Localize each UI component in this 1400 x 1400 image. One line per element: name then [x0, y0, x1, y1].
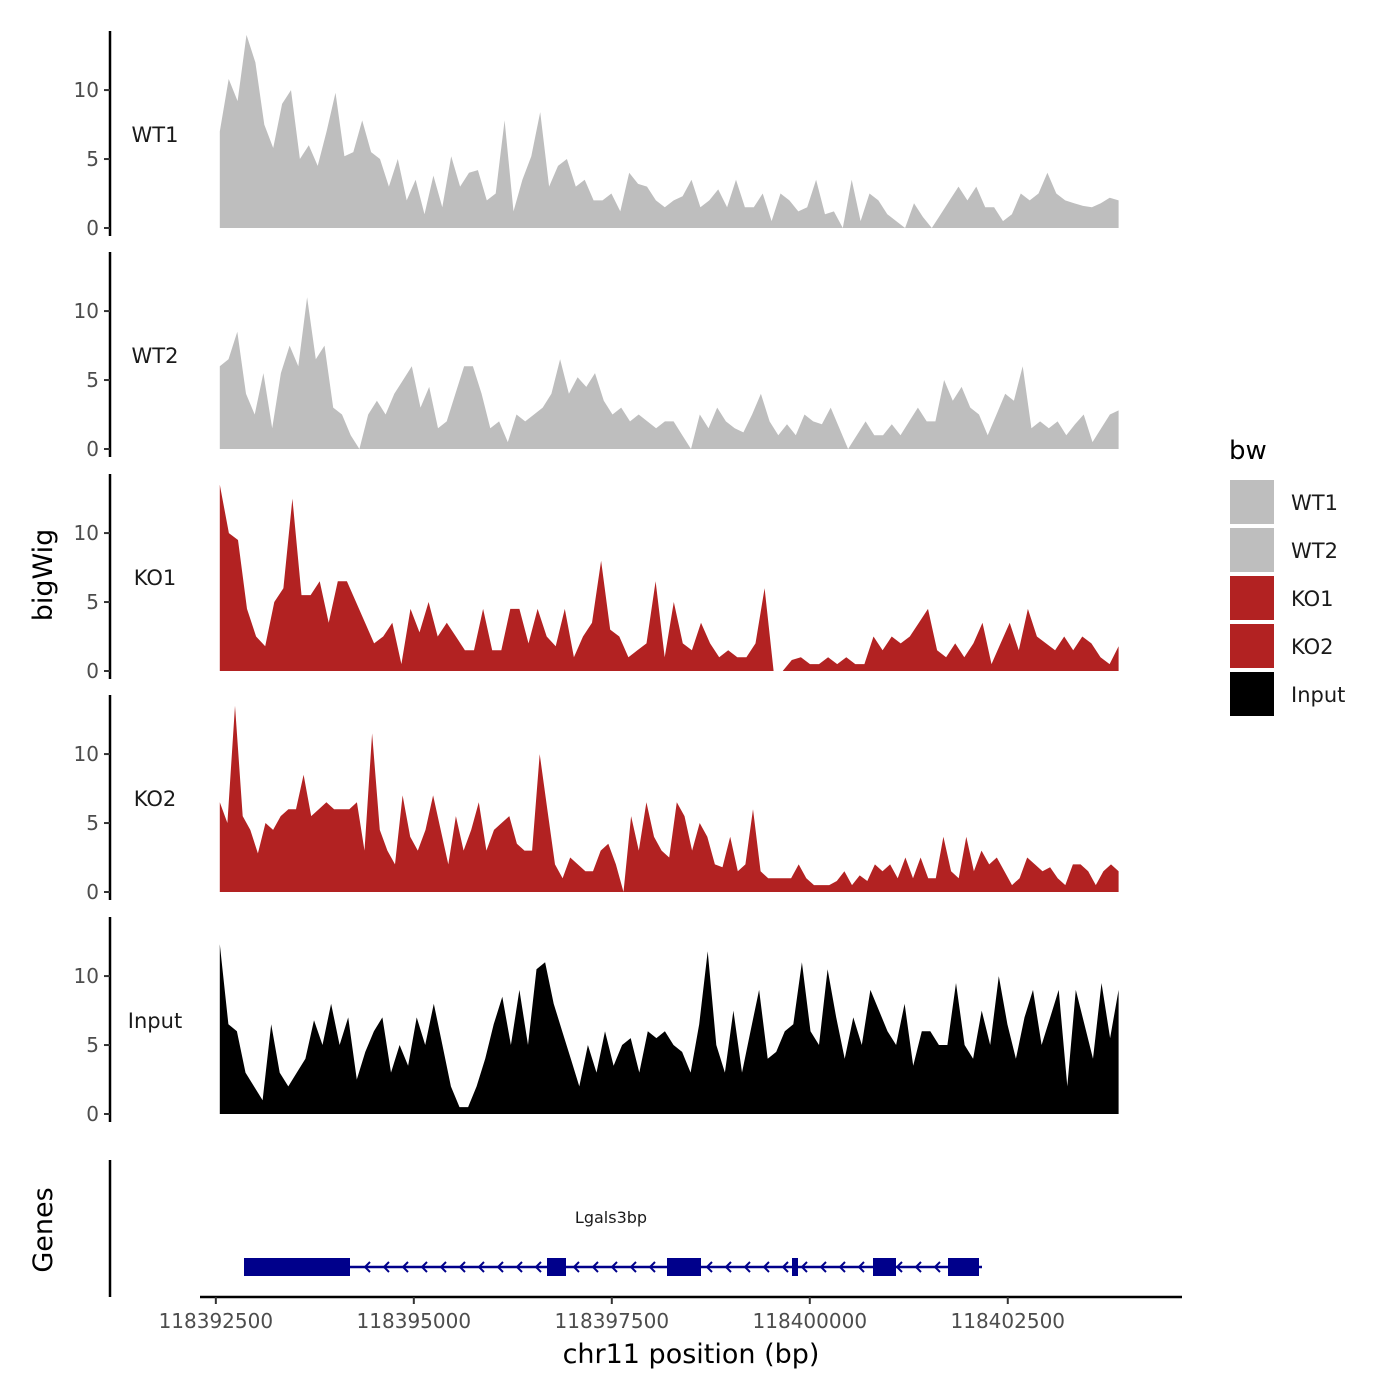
strand-arrow: [914, 1261, 922, 1273]
x-tick-label: 118395000: [357, 1309, 472, 1333]
strand-arrow: [363, 1261, 371, 1273]
x-axis-ticks: 118392500 118395000 118397500 118400000 1184…: [159, 1297, 1065, 1333]
genes-panel-title: Genes: [28, 1187, 59, 1272]
track-ko1: 0 5 10 KO1: [74, 474, 1119, 683]
coverage-area-wt1: [219, 34, 1119, 229]
coverage-area-wt2: [219, 297, 1119, 449]
y-tick-label: 5: [86, 368, 99, 392]
y-tick-label: 0: [86, 216, 99, 240]
x-tick-label: 118402500: [951, 1309, 1066, 1333]
track-label: Input: [128, 1009, 182, 1033]
strand-arrow: [420, 1261, 428, 1273]
strand-arrow: [382, 1261, 390, 1273]
y-tick-label: 10: [74, 964, 99, 988]
strand-arrow: [933, 1261, 941, 1273]
strand-arrow: [610, 1261, 618, 1273]
strand-arrow: [705, 1261, 713, 1273]
legend-swatch: [1230, 576, 1274, 620]
y-tick-label: 0: [86, 1102, 99, 1126]
gene-models: Lgals3bp: [244, 1208, 982, 1276]
track-label: KO2: [134, 787, 177, 811]
legend-label: Input: [1291, 683, 1345, 707]
legend-item-wt2: WT2: [1230, 528, 1338, 572]
y-tick-label: 10: [74, 742, 99, 766]
strand-arrow: [534, 1261, 542, 1273]
x-tick-label: 118400000: [753, 1309, 868, 1333]
strand-arrow: [895, 1261, 903, 1273]
strand-arrow: [591, 1261, 599, 1273]
track-input: 0 5 10 Input: [74, 917, 1119, 1126]
y-tick-label: 5: [86, 1033, 99, 1057]
bigwig-tracks: 0 5 10 WT1 0 5 10 WT2 0 5 10 KO1 0 5 10 KO2 0 5 10 Input: [74, 31, 1119, 1126]
gene-exon: [667, 1258, 701, 1276]
y-tick-label: 10: [74, 299, 99, 323]
legend-swatch: [1230, 624, 1274, 668]
track-wt2: 0 5 10 WT2: [74, 252, 1119, 461]
strand-arrow: [838, 1261, 846, 1273]
strand-arrow: [743, 1261, 751, 1273]
legend-item-input: Input: [1230, 672, 1345, 716]
track-label: WT1: [132, 123, 179, 147]
strand-arrow: [781, 1261, 789, 1273]
gene-label: Lgals3bp: [575, 1208, 647, 1227]
strand-arrow: [572, 1261, 580, 1273]
legend-items: WT1 WT2 KO1 KO2 Input: [1230, 480, 1345, 716]
track-label: KO1: [134, 566, 177, 590]
legend-label: WT2: [1291, 539, 1338, 563]
strand-arrow: [401, 1261, 409, 1273]
strand-arrow: [477, 1261, 485, 1273]
legend-item-ko1: KO1: [1230, 576, 1334, 620]
legend-swatch: [1230, 528, 1274, 572]
legend-label: KO1: [1291, 587, 1334, 611]
legend-label: KO2: [1291, 635, 1334, 659]
gene-exon: [873, 1258, 896, 1276]
coverage-area-input: [219, 944, 1119, 1114]
y-axis-title: bigWig: [28, 529, 59, 622]
gene-exon: [948, 1258, 979, 1276]
legend-swatch: [1230, 672, 1274, 716]
track-label: WT2: [132, 344, 179, 368]
strand-arrow: [496, 1261, 504, 1273]
x-axis: 118392500 118395000 118397500 118400000 1184…: [159, 1295, 1182, 1370]
strand-arrow: [819, 1261, 827, 1273]
gene-exon: [244, 1258, 350, 1276]
strand-arrow: [724, 1261, 732, 1273]
y-tick-label: 0: [86, 659, 99, 683]
strand-arrow: [458, 1261, 466, 1273]
y-tick-label: 10: [74, 78, 99, 102]
legend-swatch: [1230, 480, 1274, 524]
gene-exon: [547, 1258, 566, 1276]
legend-item-ko2: KO2: [1230, 624, 1334, 668]
track-wt1: 0 5 10 WT1: [74, 31, 1119, 240]
legend-title: bw: [1229, 436, 1267, 466]
strand-arrow: [648, 1261, 656, 1273]
strand-arrow: [439, 1261, 447, 1273]
genes-panel: Genes Lgals3bp: [28, 1160, 982, 1297]
strand-arrow: [762, 1261, 770, 1273]
x-tick-label: 118392500: [159, 1309, 274, 1333]
strand-arrow: [800, 1261, 808, 1273]
legend: bw WT1 WT2 KO1 KO2 Input: [1229, 436, 1345, 716]
legend-item-wt1: WT1: [1230, 480, 1338, 524]
x-tick-label: 118397500: [555, 1309, 670, 1333]
y-tick-label: 10: [74, 521, 99, 545]
x-axis-title: chr11 position (bp): [563, 1339, 820, 1370]
strand-arrow: [515, 1261, 523, 1273]
y-tick-label: 5: [86, 590, 99, 614]
y-tick-label: 0: [86, 880, 99, 904]
y-tick-label: 5: [86, 811, 99, 835]
y-tick-label: 5: [86, 147, 99, 171]
track-ko2: 0 5 10 KO2: [74, 695, 1119, 904]
legend-label: WT1: [1291, 491, 1338, 515]
gene-exon: [792, 1258, 798, 1276]
y-tick-label: 0: [86, 437, 99, 461]
strand-arrow: [629, 1261, 637, 1273]
coverage-area-ko1: [219, 484, 1119, 671]
strand-arrow: [857, 1261, 865, 1273]
coverage-area-ko2: [219, 705, 1119, 892]
